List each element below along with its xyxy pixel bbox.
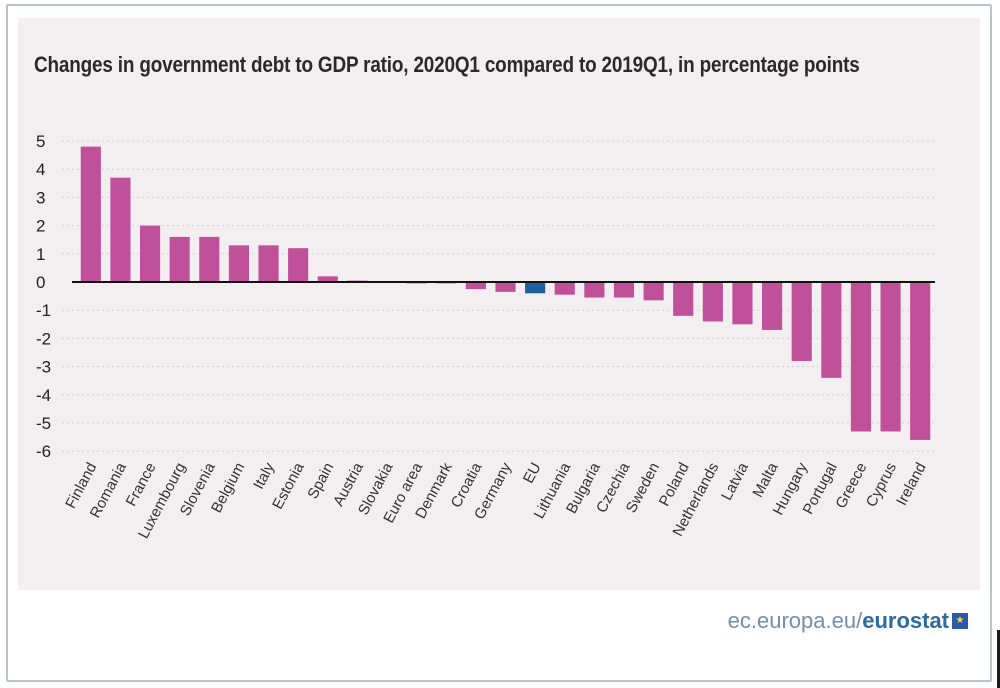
footer-brand[interactable]: eurostat xyxy=(862,608,949,633)
bar-cyprus[interactable] xyxy=(880,282,901,432)
chart-title: Changes in government debt to GDP ratio,… xyxy=(34,52,860,77)
bar-estonia[interactable] xyxy=(288,248,309,282)
bar-belgium[interactable] xyxy=(228,245,249,282)
y-tick-label: 0 xyxy=(36,273,45,292)
bar-greece[interactable] xyxy=(850,282,872,432)
x-tick-label: EU xyxy=(520,460,545,486)
y-tick-label: 4 xyxy=(36,160,45,179)
bar-czechia[interactable] xyxy=(613,282,635,298)
y-tick-label: -4 xyxy=(36,386,51,405)
y-tick-label: 5 xyxy=(36,132,45,151)
chart-panel xyxy=(18,18,980,590)
bar-netherlands[interactable] xyxy=(702,282,723,322)
y-tick-label: 1 xyxy=(36,245,45,264)
bar-lithuania[interactable] xyxy=(554,282,575,295)
bar-france[interactable] xyxy=(139,225,161,282)
bar-germany[interactable] xyxy=(495,282,516,292)
y-tick-label: -3 xyxy=(36,358,51,377)
y-tick-label: 2 xyxy=(36,217,45,236)
y-tick-label: -5 xyxy=(36,414,51,433)
y-tick-label: -2 xyxy=(36,329,51,348)
bar-romania[interactable] xyxy=(110,177,131,282)
bar-latvia[interactable] xyxy=(732,282,753,325)
bar-slovenia[interactable] xyxy=(199,236,220,282)
x-tick-label: Italy xyxy=(250,459,278,492)
bar-ireland[interactable] xyxy=(910,282,931,440)
bar-chart: 543210-1-2-3-4-5-6FinlandRomaniaFranceLu… xyxy=(36,132,935,542)
bar-eu[interactable] xyxy=(525,282,546,294)
bar-spain[interactable] xyxy=(317,276,338,282)
eu-flag-icon: ★ xyxy=(952,613,968,629)
footer-site[interactable]: ec.europa.eu xyxy=(727,608,857,633)
bar-finland[interactable] xyxy=(80,146,101,282)
y-tick-label: -6 xyxy=(36,442,51,461)
bar-luxembourg[interactable] xyxy=(169,236,190,282)
bar-italy[interactable] xyxy=(258,245,279,282)
y-tick-label: 3 xyxy=(36,188,45,207)
eurostat-footer[interactable]: ec.europa.eu / eurostat ★ xyxy=(728,608,968,634)
edge-mark xyxy=(997,630,1000,688)
bar-sweden[interactable] xyxy=(643,282,664,301)
bar-malta[interactable] xyxy=(762,282,783,330)
y-tick-label: -1 xyxy=(36,301,51,320)
x-tick-label: Latvia xyxy=(718,459,752,503)
footer-separator: / xyxy=(856,608,863,633)
bar-hungary[interactable] xyxy=(791,282,812,361)
bar-portugal[interactable] xyxy=(821,282,842,378)
bar-croatia[interactable] xyxy=(465,282,486,290)
bar-poland[interactable] xyxy=(673,282,694,316)
bar-bulgaria[interactable] xyxy=(584,282,605,298)
